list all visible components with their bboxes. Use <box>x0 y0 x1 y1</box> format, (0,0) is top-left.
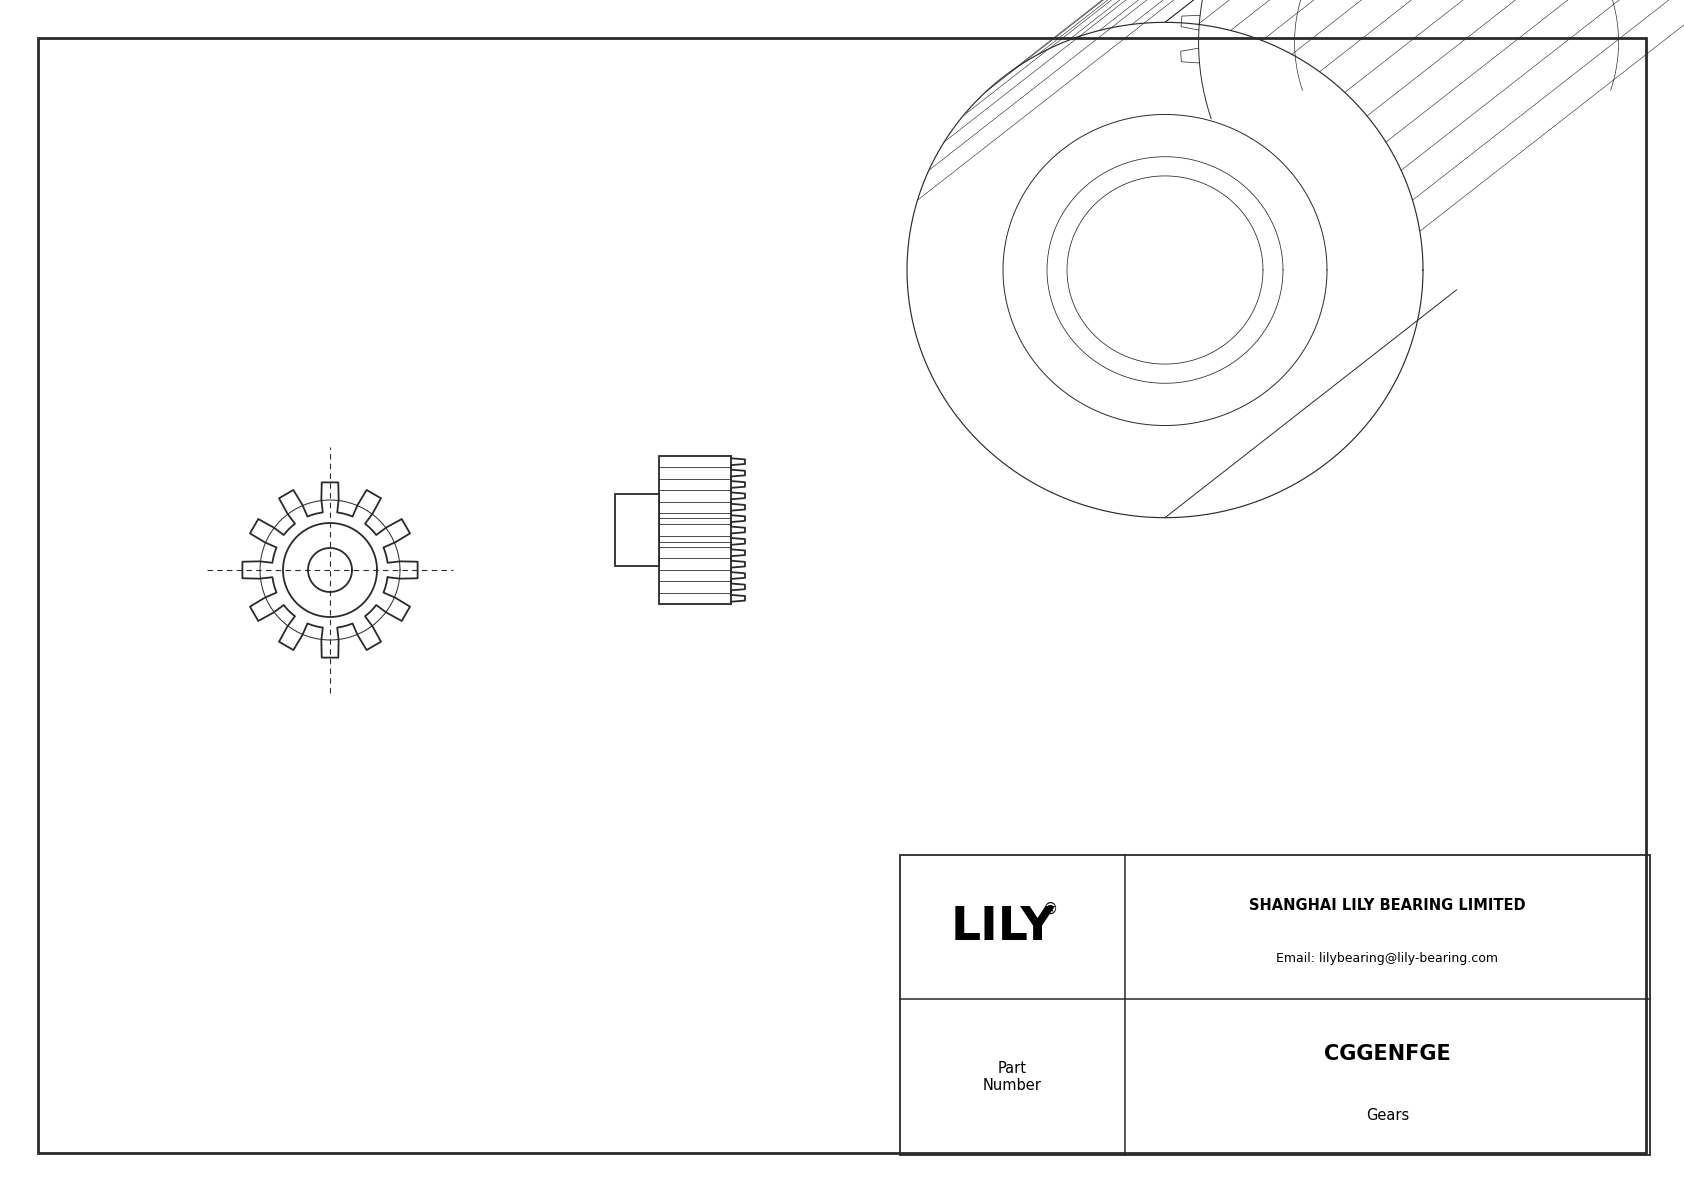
Text: Gears: Gears <box>1366 1109 1410 1123</box>
Bar <box>899 855 1650 1155</box>
Text: LILY: LILY <box>950 904 1054 949</box>
Text: SHANGHAI LILY BEARING LIMITED: SHANGHAI LILY BEARING LIMITED <box>1250 898 1526 912</box>
Text: Email: lilybearing@lily-bearing.com: Email: lilybearing@lily-bearing.com <box>1276 952 1499 965</box>
Bar <box>658 456 731 604</box>
Text: Part
Number: Part Number <box>983 1061 1042 1093</box>
Bar <box>615 494 658 566</box>
Text: CGGENFGE: CGGENFGE <box>1324 1043 1452 1064</box>
Text: ®: ® <box>1042 902 1058 917</box>
